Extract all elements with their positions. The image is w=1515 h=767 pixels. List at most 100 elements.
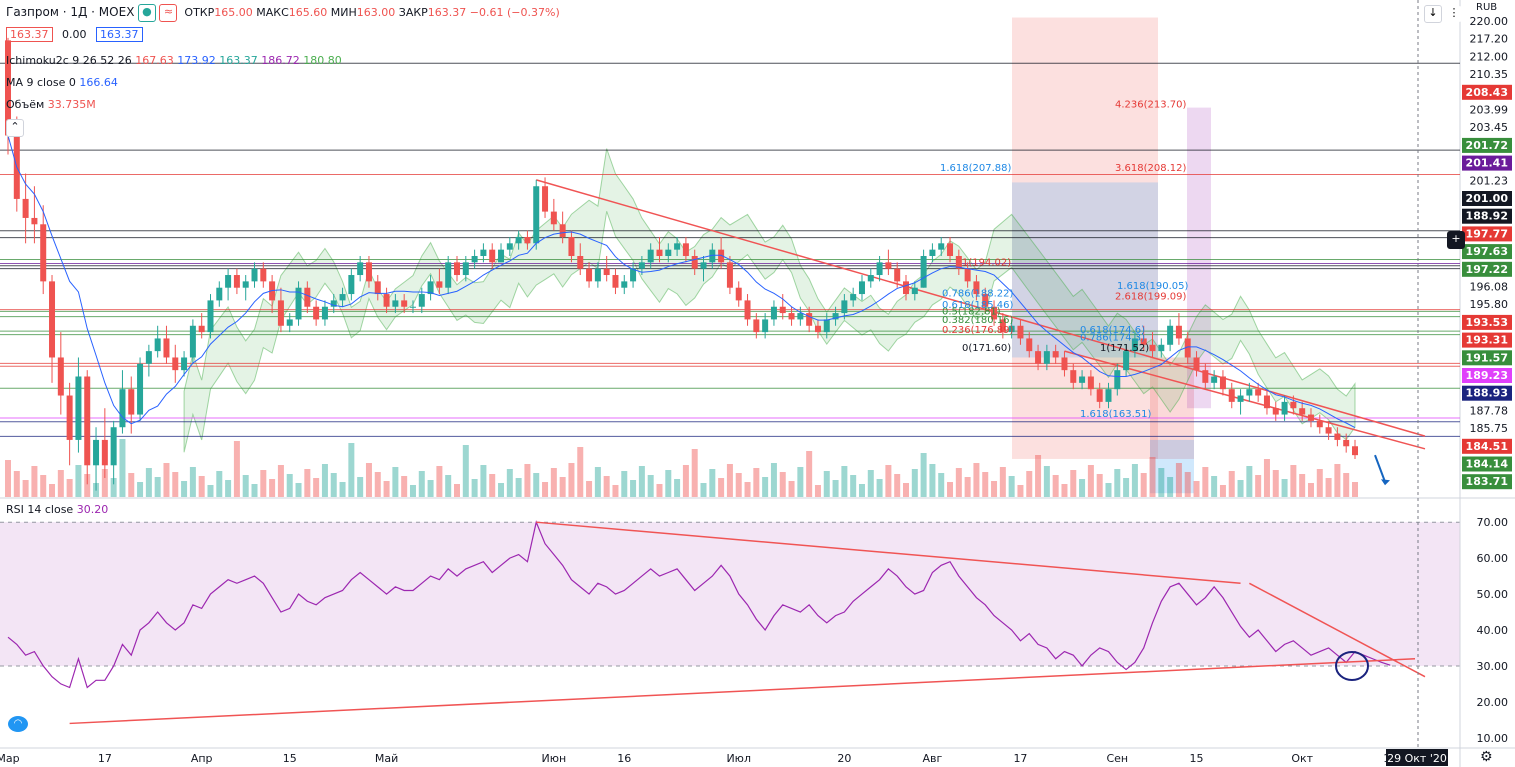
volume-bar [242,475,249,497]
low-value: 163.00 [356,6,396,19]
time-axis-label: Апр [191,752,213,765]
candle-body [313,306,320,320]
candle-body [216,287,223,301]
price-axis-tick: 197.63 [1462,244,1512,260]
candle-body [577,256,584,269]
candle [876,256,883,282]
price-axis-tick: 188.93 [1462,385,1512,401]
candle-body [1281,401,1288,415]
wave-icon[interactable]: ≈ [159,4,178,22]
forecast-arrow-head [1381,479,1390,486]
ichimoku-legend[interactable]: Ichimoku2c 9 26 52 26 167.63 173.92 163.… [6,54,342,67]
close-value: 163.37 [427,6,467,19]
candle-body [462,262,469,276]
price-axis-tick: 188.92 [1462,208,1512,224]
price-axis-label: 197.22 [1466,263,1508,276]
price-axis-tag-bg [1462,456,1512,472]
candle-body [762,319,769,333]
candle [330,294,337,314]
candle [709,243,716,269]
trend-line-upper [536,179,1426,437]
candle-body [260,268,267,282]
candle-body [1017,325,1024,339]
price-axis-tick: 193.31 [1462,332,1512,348]
volume-bar [726,464,733,497]
volume-bar [709,469,716,497]
volume-bar [700,483,707,497]
volume-bar [198,476,205,497]
volume-bar [163,463,170,497]
volume-legend[interactable]: Объём 33.735M [6,98,96,111]
candle-body [1131,338,1138,352]
volume-bar [295,483,302,497]
price-axis-tick: 220.00 [1470,15,1509,28]
volume-bar [991,481,998,497]
volume-bar [357,477,364,497]
candle-body [674,243,681,250]
candle-body [1237,395,1244,402]
candle [929,243,936,263]
price-axis-tag-bg [1462,314,1512,330]
bid-ask-row: 163.37 0.00 163.37 [6,27,143,42]
volume-bar [973,463,980,497]
candle-body [568,236,575,256]
candle-body [480,249,487,256]
candle-body [454,262,460,276]
candle [260,262,267,288]
candle-body [1175,325,1182,339]
chevron-up-icon[interactable]: ⌃ [6,119,24,137]
add-icon[interactable]: + [1447,229,1465,249]
candle-body [1149,344,1156,352]
price-axis-tick: 184.14 [1462,456,1512,472]
candle-body [682,243,689,256]
fib-label: 0.618(185.46) [942,300,1014,311]
volume-bar [586,481,593,497]
ma-legend[interactable]: MA 9 close 0 166.64 [6,76,118,89]
more-icon[interactable]: ⋮ [1446,3,1462,22]
gear-icon[interactable]: ⚙ [1480,749,1493,765]
ichimoku-v4: 186.72 [261,54,300,67]
candle-body [383,294,390,307]
price-axis-label: 193.31 [1466,334,1508,347]
symbol-title[interactable]: Газпром · 1Д · MOEX [6,5,135,19]
candle [735,281,742,307]
candle-body [823,319,830,333]
fib-label: 0.786(188.22) [942,289,1014,300]
candle [321,300,328,326]
bid-box[interactable]: 163.37 [6,27,53,42]
rsi-legend[interactable]: RSI 14 close 30.20 [6,503,108,516]
volume-bar [1175,463,1182,497]
price-axis-label: 203.99 [1470,104,1509,117]
volume-bar [1246,466,1253,497]
fib-zone-blue-2 [1150,439,1194,494]
candle [1052,344,1059,364]
candle [823,313,830,339]
volume-bar [1299,474,1306,497]
volume-bar [207,485,214,497]
candle [93,427,100,491]
candle-body [5,40,11,136]
compare-icon[interactable]: ● [137,4,156,22]
price-axis-label: 193.53 [1466,316,1508,329]
volume-bar [788,481,795,497]
tradingview-logo-icon[interactable]: ◠ [8,716,28,732]
ask-box[interactable]: 163.37 [96,27,143,42]
candle [1334,427,1341,447]
candle-body [647,249,654,263]
volume-bar [110,478,117,497]
crosshair-date-bg [1386,749,1448,766]
scroll-down-icon[interactable]: ↓ [1424,3,1442,23]
candle-body [445,262,452,288]
candle [762,313,769,339]
rsi-line [7,520,1391,689]
candle [903,275,909,301]
candle-body [304,287,311,307]
candle [189,319,196,364]
volume-bar [1114,469,1121,497]
candle [1246,382,1253,402]
candle [1281,395,1288,421]
candle [656,236,663,263]
volume-bar [462,445,469,497]
open-label: ОТКР [184,6,215,19]
